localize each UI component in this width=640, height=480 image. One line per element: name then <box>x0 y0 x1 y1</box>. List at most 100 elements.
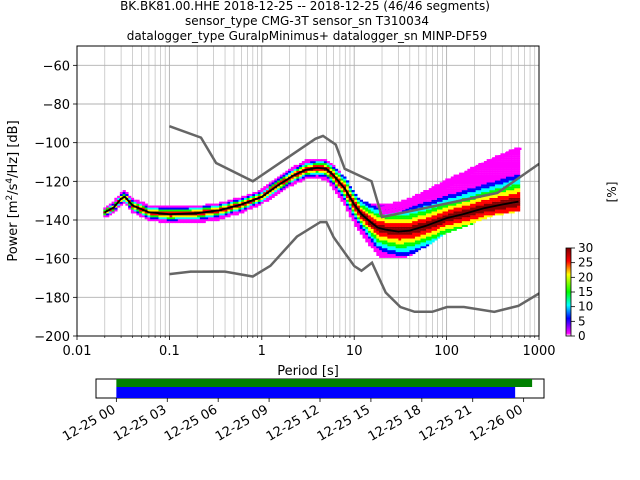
psd-bin <box>340 199 344 202</box>
psd-bin <box>470 209 474 212</box>
psd-bin <box>368 205 372 208</box>
psd-bin <box>370 230 375 233</box>
psd-bin <box>508 174 512 177</box>
psd-bin <box>172 220 176 224</box>
psd-bin <box>128 197 132 200</box>
psd-bin <box>392 253 397 256</box>
psd-bin <box>351 203 355 206</box>
psd-bin <box>340 195 344 198</box>
psd-bin <box>230 213 234 216</box>
psd-bin <box>423 205 427 208</box>
psd-bin <box>390 217 394 220</box>
psd-bin <box>277 191 281 195</box>
psd-bin <box>299 180 303 183</box>
psd-bin <box>290 166 295 169</box>
psd-bin <box>180 219 184 222</box>
psd-bin <box>489 170 493 173</box>
psd-bin <box>489 182 493 185</box>
psd-bin <box>379 242 383 245</box>
psd-bin <box>481 190 485 193</box>
psd-bin <box>274 191 278 195</box>
low-noise-model-line <box>169 220 539 314</box>
psd-outlier-bin <box>389 211 396 214</box>
colorbar-tick-label: 15 <box>578 285 593 299</box>
psd-bin <box>362 205 366 208</box>
psd-bin <box>489 172 493 175</box>
psd-bin <box>503 205 507 208</box>
psd-outlier-bin <box>433 187 440 190</box>
coverage-tick-label: 12-26 00 <box>468 402 526 444</box>
psd-bin <box>481 211 485 214</box>
psd-bin <box>318 161 322 164</box>
psd-bin <box>472 180 477 183</box>
psd-bin <box>434 234 438 237</box>
psd-bin <box>227 203 231 206</box>
psd-bin <box>412 232 416 235</box>
psd-bin <box>483 190 488 193</box>
psd-bin <box>392 244 397 247</box>
psd-bin <box>420 215 424 218</box>
psd-bin <box>483 203 488 206</box>
psd-outlier-bin <box>413 198 420 201</box>
psd-bin <box>472 172 477 175</box>
psd-bin <box>431 193 435 197</box>
psd-bin <box>505 162 510 166</box>
psd-bin <box>489 188 493 191</box>
psd-outlier-bin <box>396 207 403 210</box>
psd-outlier-bin <box>423 196 430 199</box>
psd-bin <box>304 162 308 166</box>
psd-bin <box>354 193 358 197</box>
psd-bin <box>483 215 488 218</box>
psd-bin <box>425 197 430 200</box>
psd-bin <box>166 207 170 210</box>
psd-bin <box>517 149 521 152</box>
psd-bin <box>362 228 366 231</box>
psd-bin <box>150 219 154 222</box>
psd-bin <box>431 186 435 189</box>
psd-bin <box>161 207 165 210</box>
psd-bin <box>106 213 110 216</box>
psd-bin <box>224 201 228 204</box>
psd-bin <box>494 207 499 210</box>
psd-bin <box>505 197 510 200</box>
psd-bin <box>423 240 427 243</box>
psd-bin <box>304 170 308 173</box>
psd-bin <box>343 180 347 183</box>
psd-outlier-bin <box>423 192 430 195</box>
psd-bin <box>307 172 311 175</box>
psd-bin <box>453 224 457 227</box>
psd-bin <box>437 193 441 197</box>
psd-outlier-bin <box>396 205 403 208</box>
psd-bin <box>494 166 499 169</box>
psd-bin <box>514 203 518 206</box>
psd-bin <box>414 249 419 253</box>
psd-bin <box>442 228 446 231</box>
psd-bin <box>321 178 325 181</box>
psd-bin <box>437 213 441 216</box>
psd-bin <box>403 199 408 202</box>
psd-bin <box>453 211 457 214</box>
psd-bin <box>461 178 466 181</box>
psd-bin <box>163 219 168 222</box>
psd-bin <box>106 215 110 218</box>
coverage-tick-label: 12-25 21 <box>417 402 475 444</box>
psd-bin <box>423 211 427 214</box>
psd-bin <box>376 238 380 241</box>
psd-bin <box>472 203 477 206</box>
psd-outlier-bin <box>426 190 433 193</box>
psd-bin <box>235 213 239 216</box>
psd-bin <box>307 161 311 164</box>
psd-bin <box>508 162 512 166</box>
psd-bin <box>119 201 124 204</box>
psd-bin <box>172 219 176 222</box>
psd-bin <box>478 197 482 200</box>
psd-bin <box>117 205 121 208</box>
psd-bin <box>486 209 490 212</box>
psd-bin <box>343 193 347 197</box>
colorbar-tick-label: 10 <box>578 300 593 314</box>
psd-bin <box>166 220 170 224</box>
psd-bin <box>106 207 110 210</box>
psd-bin <box>354 199 358 202</box>
psd-bin <box>406 226 410 229</box>
psd-bin <box>398 253 402 256</box>
